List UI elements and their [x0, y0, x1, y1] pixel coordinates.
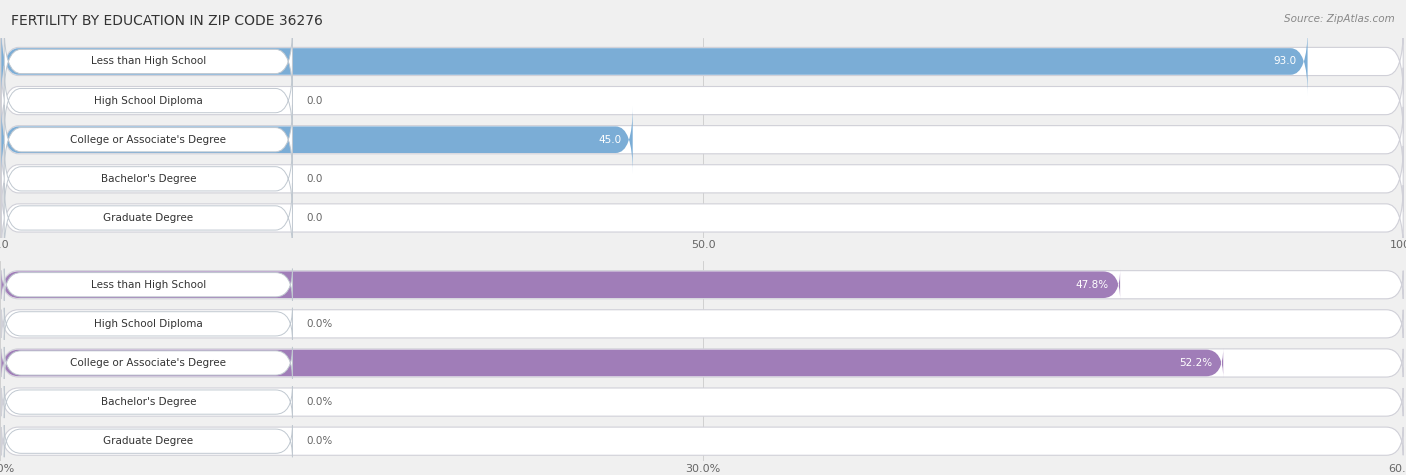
- Text: FERTILITY BY EDUCATION IN ZIP CODE 36276: FERTILITY BY EDUCATION IN ZIP CODE 36276: [11, 14, 323, 28]
- Text: 47.8%: 47.8%: [1076, 280, 1109, 290]
- Text: 0.0%: 0.0%: [307, 319, 333, 329]
- Text: 0.0%: 0.0%: [307, 436, 333, 446]
- FancyBboxPatch shape: [1, 348, 1223, 378]
- Text: College or Associate's Degree: College or Associate's Degree: [70, 135, 226, 145]
- FancyBboxPatch shape: [1, 146, 1403, 212]
- Text: Less than High School: Less than High School: [91, 280, 205, 290]
- FancyBboxPatch shape: [4, 66, 292, 135]
- FancyBboxPatch shape: [4, 386, 292, 418]
- Text: 52.2%: 52.2%: [1178, 358, 1212, 368]
- Text: 0.0: 0.0: [307, 213, 323, 223]
- FancyBboxPatch shape: [4, 425, 292, 457]
- FancyBboxPatch shape: [4, 105, 292, 174]
- Text: Graduate Degree: Graduate Degree: [103, 213, 194, 223]
- Text: 0.0: 0.0: [307, 174, 323, 184]
- FancyBboxPatch shape: [1, 107, 1403, 172]
- FancyBboxPatch shape: [1, 185, 1403, 251]
- FancyBboxPatch shape: [4, 144, 292, 214]
- Text: 45.0: 45.0: [599, 135, 621, 145]
- Text: Bachelor's Degree: Bachelor's Degree: [101, 174, 195, 184]
- FancyBboxPatch shape: [1, 271, 1403, 299]
- Text: High School Diploma: High School Diploma: [94, 95, 202, 105]
- FancyBboxPatch shape: [1, 388, 1403, 416]
- FancyBboxPatch shape: [1, 427, 1403, 455]
- FancyBboxPatch shape: [1, 28, 1403, 95]
- Text: Less than High School: Less than High School: [91, 57, 205, 66]
- Text: 93.0: 93.0: [1274, 57, 1296, 66]
- FancyBboxPatch shape: [1, 28, 1308, 95]
- Text: Source: ZipAtlas.com: Source: ZipAtlas.com: [1284, 14, 1395, 24]
- FancyBboxPatch shape: [1, 106, 633, 173]
- FancyBboxPatch shape: [4, 269, 292, 301]
- Text: Bachelor's Degree: Bachelor's Degree: [101, 397, 195, 407]
- Text: High School Diploma: High School Diploma: [94, 319, 202, 329]
- FancyBboxPatch shape: [4, 27, 292, 96]
- FancyBboxPatch shape: [1, 68, 1403, 133]
- FancyBboxPatch shape: [4, 308, 292, 340]
- Text: 0.0%: 0.0%: [307, 397, 333, 407]
- FancyBboxPatch shape: [4, 347, 292, 379]
- FancyBboxPatch shape: [1, 270, 1121, 300]
- Text: College or Associate's Degree: College or Associate's Degree: [70, 358, 226, 368]
- FancyBboxPatch shape: [1, 349, 1403, 377]
- Text: 0.0: 0.0: [307, 95, 323, 105]
- Text: Graduate Degree: Graduate Degree: [103, 436, 194, 446]
- FancyBboxPatch shape: [1, 310, 1403, 338]
- FancyBboxPatch shape: [4, 183, 292, 253]
